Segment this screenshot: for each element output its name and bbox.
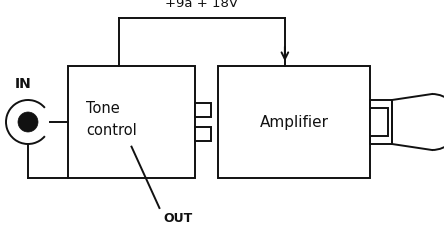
Text: IN: IN bbox=[15, 77, 32, 91]
Circle shape bbox=[18, 112, 38, 132]
Bar bbox=[218, 66, 370, 178]
Text: Amplifier: Amplifier bbox=[259, 114, 329, 130]
Bar bbox=[195, 103, 211, 117]
Bar bbox=[370, 108, 388, 136]
Bar bbox=[68, 66, 195, 178]
Text: control: control bbox=[86, 123, 137, 138]
Text: OUT: OUT bbox=[163, 212, 193, 225]
Text: +9a + 18V: +9a + 18V bbox=[165, 0, 238, 10]
Bar bbox=[195, 127, 211, 141]
Text: Tone: Tone bbox=[86, 101, 120, 116]
